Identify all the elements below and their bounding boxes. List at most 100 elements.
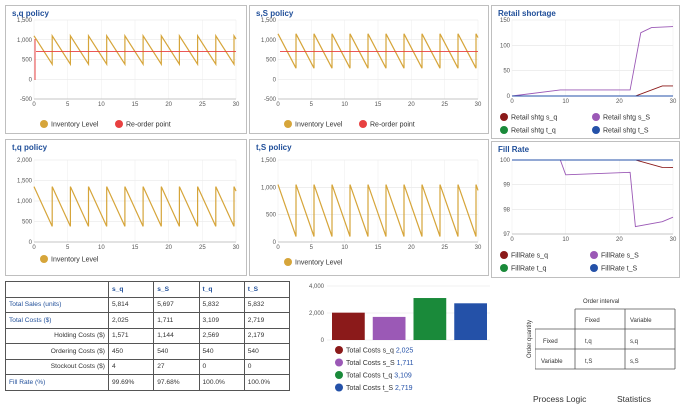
y-tick-label: 98 (503, 207, 510, 213)
legend-label: Inventory Level (51, 257, 99, 264)
table-cell: 540 (198, 343, 245, 360)
table-cell: 1,711 (153, 312, 200, 329)
process-logic-button[interactable]: Process Logic (533, 394, 587, 404)
table-cell: 4 (107, 358, 155, 375)
y-tick-label: 1,500 (17, 179, 33, 185)
sq-policy-chart-panel: s,q policy 1,500 1,000 500 0 -500 0 5 10 15 20 25 3… (5, 5, 247, 134)
table-cell: 2,569 (198, 327, 245, 344)
shortage-chart-svg: 150 100 50 00 10 20 30 Retail shtg s_q Retail sh… (500, 18, 677, 135)
matrix-row-header: Variable (541, 359, 563, 365)
x-tick-label: 25 (441, 245, 448, 251)
order-quantity-axis-label: Order quantity (527, 319, 533, 359)
table-cell: 540 (153, 343, 200, 360)
y-tick-label: 0 (29, 240, 33, 246)
series-line-1 (277, 33, 479, 69)
legend-marker (359, 120, 367, 128)
table-cell: 5,832 (243, 296, 291, 313)
row-label: Total Sales (units) (5, 296, 109, 313)
matrix-row-header: Fixed (543, 339, 558, 345)
y-tick-label: -500 (264, 97, 277, 103)
row-label: Fill Rate (%) (5, 374, 109, 391)
legend-label: Total Costs s_S 1,711 (346, 360, 414, 367)
x-tick-label: 10 (341, 245, 348, 251)
order-interval-label: Order interval (583, 299, 620, 305)
x-tick-label: 10 (98, 245, 105, 251)
row-label: Stockout Costs ($) (5, 358, 109, 375)
y-tick-label: 1,500 (261, 18, 277, 24)
y-tick-label: 1,000 (261, 185, 277, 191)
legend-value: 3,109 (394, 373, 412, 380)
y-tick-label: 100 (500, 43, 511, 49)
matrix-cell: s,S (630, 359, 639, 365)
legend-label: Inventory Level (295, 122, 343, 129)
x-tick-label: 0 (32, 245, 36, 251)
legend-label: Re-order point (126, 122, 171, 129)
series-line-1 (512, 85, 673, 97)
x-tick-label: 10 (562, 99, 569, 105)
policy-matrix-grid (535, 308, 676, 370)
x-tick-label: 30 (233, 245, 240, 251)
x-tick-label: 10 (341, 102, 348, 108)
fill-rate-chart-panel: Fill Rate 100 99 98 97 0 10 20 30 FillRate s_q Fi… (491, 141, 680, 278)
legend-marker (500, 251, 508, 259)
x-tick-label: 0 (32, 102, 36, 108)
table-cell: 540 (243, 343, 291, 360)
table-cell: 0 (243, 358, 291, 375)
y-tick-label: 50 (503, 69, 510, 75)
series-line-2 (512, 159, 674, 228)
legend-marker (115, 120, 123, 128)
table-cell: 2,719 (243, 312, 291, 329)
sS-policy-chart-panel: s,S policy 1,500 1,000 500 0 -500 0 5 10 15 20 25 3… (249, 5, 489, 134)
legend-marker (500, 126, 508, 134)
x-tick-label: 0 (276, 245, 280, 251)
y-tick-label: 1,500 (17, 18, 33, 24)
legend-marker (592, 113, 600, 121)
legend-label: Retail shtg t_q (511, 128, 556, 135)
x-tick-label: 30 (475, 245, 482, 251)
legend-marker (335, 358, 343, 367)
x-tick-label: 5 (66, 102, 70, 108)
cost-bar (454, 303, 487, 340)
series-line-1 (277, 184, 479, 237)
legend-marker (500, 264, 508, 272)
x-tick-label: 25 (199, 102, 206, 108)
legend-marker (335, 371, 343, 379)
x-tick-label: 0 (510, 99, 514, 105)
x-tick-label: 20 (165, 102, 172, 108)
legend-marker (335, 383, 343, 392)
x-tick-label: 15 (132, 245, 139, 251)
row-label: Ordering Costs ($) (5, 343, 109, 360)
series-line-1 (512, 159, 674, 169)
table-cell: 99.69% (107, 374, 155, 391)
series-line-1 (33, 186, 237, 227)
x-tick-label: 20 (408, 102, 415, 108)
x-tick-label: 20 (165, 245, 172, 251)
table-row: Total Sales (units) 5,814 5,697 5,832 5,… (5, 296, 291, 313)
x-tick-label: 25 (441, 102, 448, 108)
legend-label: FillRate s_q (511, 253, 548, 260)
x-tick-label: 5 (310, 102, 314, 108)
table-cell: 450 (107, 343, 155, 360)
table-row: Ordering Costs ($) 450 540 540 540 (5, 343, 291, 360)
table-cell: 0 (198, 358, 245, 375)
x-tick-label: 25 (199, 245, 206, 251)
x-tick-label: 30 (670, 99, 677, 105)
x-tick-label: 0 (510, 237, 514, 243)
legend-label: Total Costs s_q 2,025 (346, 348, 413, 355)
legend-label: FillRate s_S (601, 253, 639, 260)
y-tick-label: 500 (266, 213, 277, 219)
table-header-cell (5, 281, 109, 298)
cost-bar (332, 312, 365, 340)
statistics-button[interactable]: Statistics (617, 394, 652, 404)
x-tick-label: 30 (233, 102, 240, 108)
row-label: Holding Costs ($) (5, 327, 109, 344)
legend-label: FillRate t_q (511, 266, 547, 273)
shortage-chart-title: Retail shortage (498, 9, 556, 18)
table-header-row: s_q s_S t_q t_S (5, 281, 291, 298)
x-tick-label: 30 (475, 102, 482, 108)
row-label: Total Costs ($) (5, 312, 109, 329)
x-tick-label: 15 (132, 102, 139, 108)
legend-label: Inventory Level (295, 260, 343, 267)
y-tick-label: 0 (507, 94, 511, 100)
